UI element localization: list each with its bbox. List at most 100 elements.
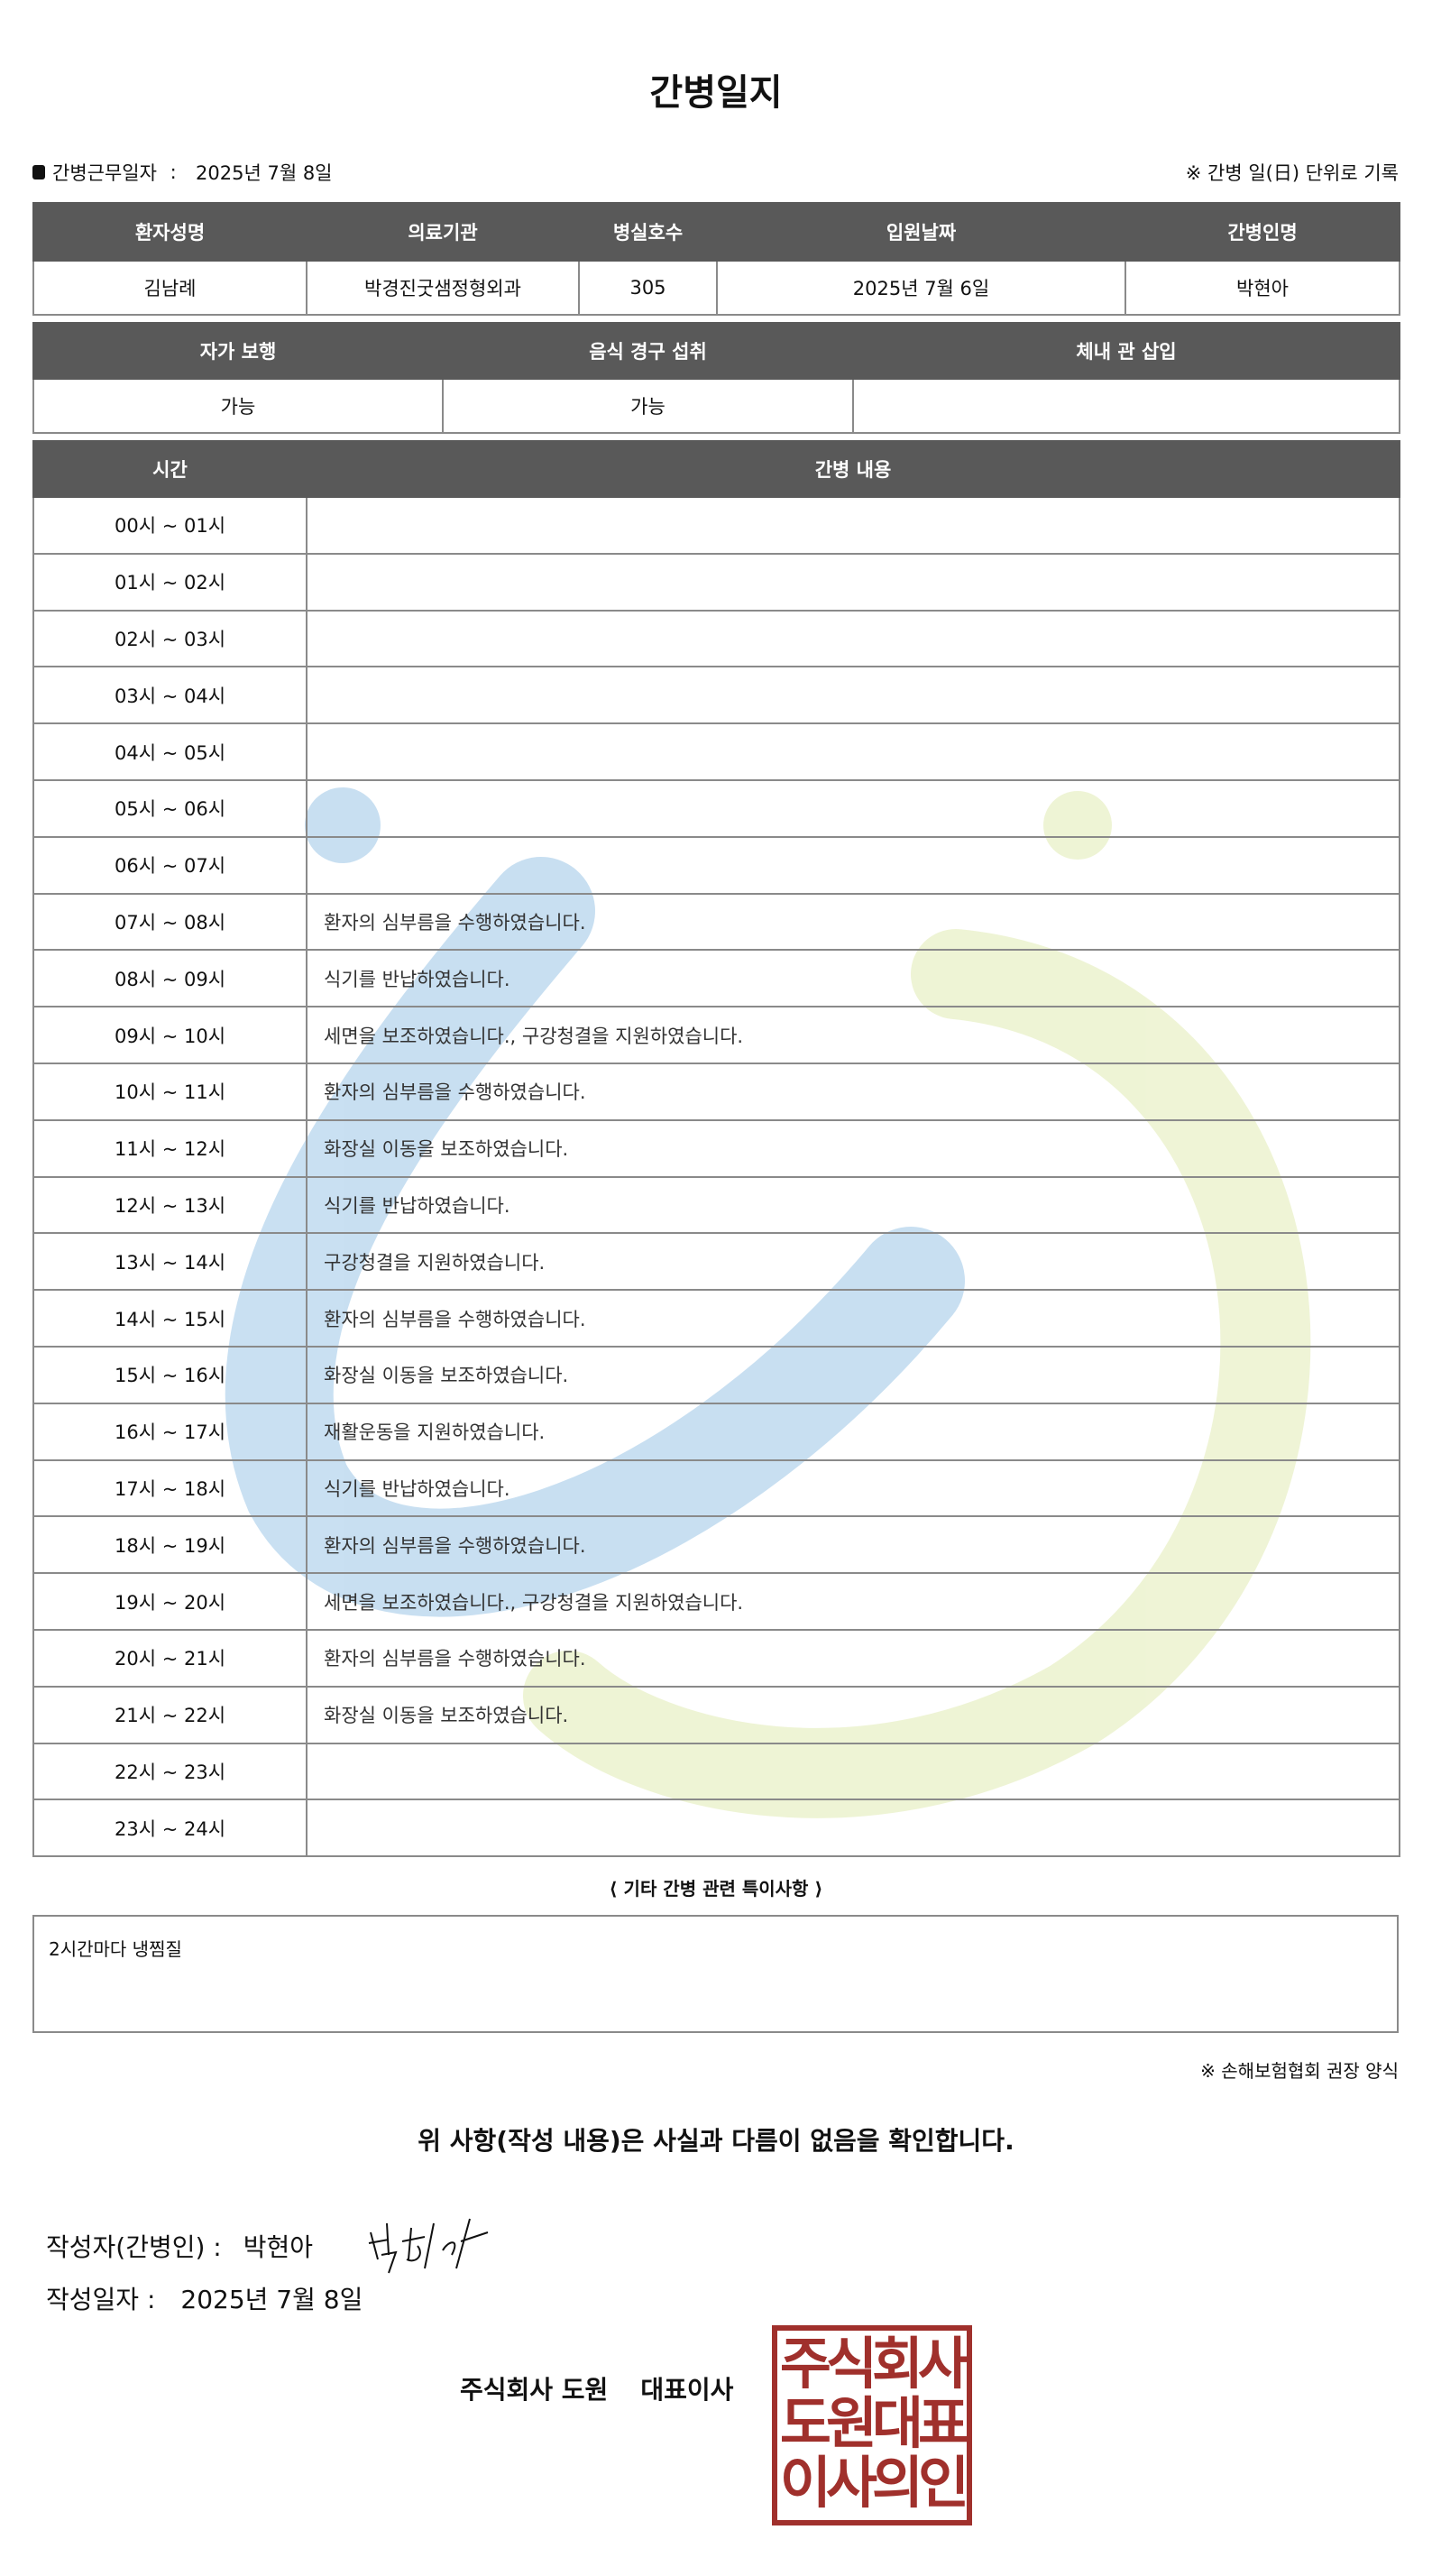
work-date-line: 간병근무일자 : 2025년 7월 8일: [32, 159, 333, 186]
table-row: 20시 ~ 21시 환자의 심부름을 수행하였습니다.: [32, 1628, 1400, 1688]
colon: :: [163, 161, 189, 183]
time-cell: 09시 ~ 10시: [32, 1006, 308, 1064]
work-date-value: 2025년 7월 8일: [196, 162, 333, 184]
care-content-cell: 환자의 심부름을 수행하였습니다.: [306, 1289, 1400, 1348]
table-row: 21시 ~ 22시 화장실 이동을 보조하였습니다.: [32, 1685, 1400, 1744]
oral-intake-value: 가능: [442, 378, 854, 434]
time-cell: 08시 ~ 09시: [32, 949, 308, 1008]
notes-title: ⟨ 기타 간병 관련 특이사항 ⟩: [609, 1878, 823, 1900]
time-cell: 22시 ~ 23시: [32, 1742, 308, 1801]
table-row: 03시 ~ 04시: [32, 666, 1400, 725]
walking-value: 가능: [32, 378, 444, 434]
header-time: 시간: [32, 440, 308, 498]
time-cell: 06시 ~ 07시: [32, 835, 308, 895]
table-row: 08시 ~ 09시 식기를 반납하였습니다.: [32, 949, 1400, 1008]
care-content-cell: [306, 496, 1400, 555]
header-hospital: 의료기관: [306, 202, 580, 262]
care-content-cell: 환자의 심부름을 수행하였습니다.: [306, 1062, 1400, 1121]
time-cell: 10시 ~ 11시: [32, 1062, 308, 1121]
care-content-cell: [306, 1742, 1400, 1801]
table-row: 13시 ~ 14시 구강청결을 지원하였습니다.: [32, 1232, 1400, 1292]
room-number: 305: [578, 260, 718, 316]
time-cell: 01시 ~ 02시: [32, 552, 308, 612]
table-row: 00시 ~ 01시: [32, 496, 1400, 555]
caregiver-name: 박현아: [1124, 260, 1400, 316]
table-row: 05시 ~ 06시: [32, 778, 1400, 838]
date-value: 2025년 7월 8일: [180, 2285, 363, 2314]
time-cell: 17시 ~ 18시: [32, 1458, 308, 1518]
care-content-cell: [306, 835, 1400, 895]
stamp-line: 주식회사: [779, 2331, 969, 2397]
care-content-cell: [306, 609, 1400, 668]
time-cell: 12시 ~ 13시: [32, 1175, 308, 1235]
time-cell: 18시 ~ 19시: [32, 1515, 308, 1575]
table-row: 10시 ~ 11시 환자의 심부름을 수행하였습니다.: [32, 1062, 1400, 1121]
ceo-label: 대표이사: [640, 2375, 734, 2405]
table-row: 16시 ~ 17시 재활운동을 지원하였습니다.: [32, 1402, 1400, 1461]
care-content-cell: 구강청결을 지원하였습니다.: [306, 1232, 1400, 1292]
notes-text: 2시간마다 냉찜질: [49, 1938, 182, 1960]
writer-label: 작성자(간병인) :: [46, 2232, 222, 2262]
confirm-statement: 위 사항(작성 내용)은 사실과 다름이 없음을 확인합니다.: [418, 2126, 1014, 2156]
table-row: 14시 ~ 15시 환자의 심부름을 수행하였습니다.: [32, 1289, 1400, 1348]
header-caregiver: 간병인명: [1124, 202, 1400, 262]
table-row: 06시 ~ 07시: [32, 835, 1400, 895]
work-date-label: 간병근무일자: [52, 162, 157, 184]
table-row: 11시 ~ 12시 화장실 이동을 보조하였습니다.: [32, 1118, 1400, 1178]
care-content-cell: 세면을 보조하였습니다., 구강청결을 지원하였습니다.: [306, 1572, 1400, 1631]
care-content-cell: 환자의 심부름을 수행하였습니다.: [306, 1515, 1400, 1575]
bullet-icon: [32, 165, 45, 179]
status-table: 자가 보행 음식 경구 섭취 체내 관 삽입 가능 가능: [32, 322, 1400, 434]
header-tube: 체내 관 삽입: [852, 322, 1400, 380]
care-content-cell: 재활운동을 지원하였습니다.: [306, 1402, 1400, 1461]
table-row: 12시 ~ 13시 식기를 반납하였습니다.: [32, 1175, 1400, 1235]
table-row: 01시 ~ 02시: [32, 552, 1400, 612]
time-cell: 20시 ~ 21시: [32, 1628, 308, 1688]
table-row: 22시 ~ 23시: [32, 1742, 1400, 1801]
care-content-cell: 화장실 이동을 보조하였습니다.: [306, 1685, 1400, 1744]
hospital: 박경진굿샘정형외과: [306, 260, 580, 316]
tube-value: [852, 378, 1400, 434]
page-title: 간병일지: [649, 72, 783, 114]
care-content-cell: 식기를 반납하였습니다.: [306, 949, 1400, 1008]
date-label: 작성일자 :: [46, 2285, 156, 2314]
patient-name: 김남례: [32, 260, 308, 316]
table-row: 17시 ~ 18시 식기를 반납하였습니다.: [32, 1458, 1400, 1518]
table-row: 23시 ~ 24시: [32, 1799, 1400, 1858]
table-row: 02시 ~ 03시: [32, 609, 1400, 668]
care-content-cell: 식기를 반납하였습니다.: [306, 1458, 1400, 1518]
care-log-table: 시간 간병 내용 00시 ~ 01시 01시 ~ 02시 02시 ~ 03시 03시 …: [32, 440, 1400, 1858]
care-content-cell: [306, 552, 1400, 612]
stamp-line: 이사의인: [779, 2450, 969, 2516]
time-cell: 15시 ~ 16시: [32, 1345, 308, 1404]
care-content-cell: 화장실 이동을 보조하였습니다.: [306, 1118, 1400, 1178]
signature-image: [368, 2218, 489, 2274]
company-name: 주식회사 도원: [460, 2375, 609, 2405]
table-row: 09시 ~ 10시 세면을 보조하였습니다., 구강청결을 지원하였습니다.: [32, 1006, 1400, 1064]
table-row: 04시 ~ 05시: [32, 722, 1400, 781]
record-note: ※ 간병 일(日) 단위로 기록: [1185, 162, 1399, 184]
header-care-content: 간병 내용: [306, 440, 1400, 498]
writer-name: 박현아: [243, 2232, 314, 2262]
time-cell: 21시 ~ 22시: [32, 1685, 308, 1744]
time-cell: 14시 ~ 15시: [32, 1289, 308, 1348]
time-cell: 19시 ~ 20시: [32, 1572, 308, 1631]
time-cell: 03시 ~ 04시: [32, 666, 308, 725]
table-row: 15시 ~ 16시 화장실 이동을 보조하였습니다.: [32, 1345, 1400, 1404]
admission-date: 2025년 7월 6일: [716, 260, 1126, 316]
table-row: 19시 ~ 20시 세면을 보조하였습니다., 구강청결을 지원하였습니다.: [32, 1572, 1400, 1631]
notes-box: 2시간마다 냉찜질: [32, 1915, 1399, 2033]
stamp-line: 도원대표: [779, 2390, 969, 2456]
time-cell: 00시 ~ 01시: [32, 496, 308, 555]
header-admission-date: 입원날짜: [716, 202, 1126, 262]
header-oral-intake: 음식 경구 섭취: [442, 322, 854, 380]
care-content-cell: [306, 778, 1400, 838]
header-patient-name: 환자성명: [32, 202, 308, 262]
written-date-line: 작성일자 : 2025년 7월 8일: [46, 2280, 363, 2316]
time-cell: 04시 ~ 05시: [32, 722, 308, 781]
writer-line: 작성자(간병인) : 박현아: [46, 2214, 497, 2277]
care-content-cell: 식기를 반납하였습니다.: [306, 1175, 1400, 1235]
time-cell: 11시 ~ 12시: [32, 1118, 308, 1178]
time-cell: 05시 ~ 06시: [32, 778, 308, 838]
time-cell: 02시 ~ 03시: [32, 609, 308, 668]
